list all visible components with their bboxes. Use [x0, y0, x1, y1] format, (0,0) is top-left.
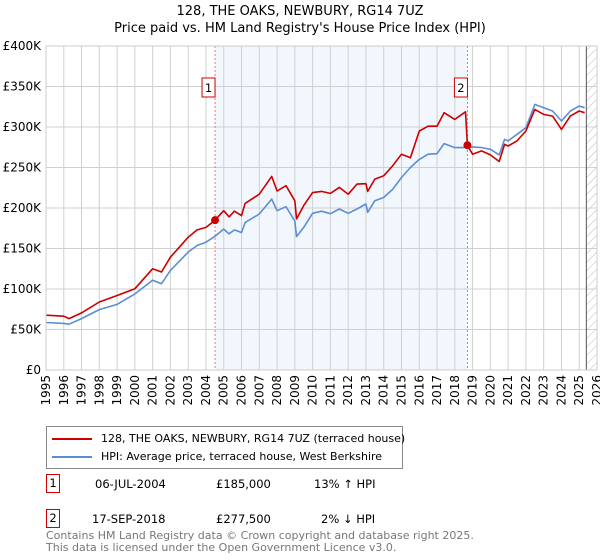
sale-label-1: 1	[201, 77, 216, 98]
plot-area: 1995 1996 1997 1998 1999 2000 2001 2002 2003 2004…	[3, 39, 600, 406]
y-tick-label: £200K	[3, 201, 43, 215]
legend-item-property: 128, THE OAKS, NEWBURY, RG14 7UZ (terrac…	[52, 432, 405, 445]
y-tick-label: £300K	[3, 120, 43, 134]
plot-border	[45, 45, 598, 371]
transaction-date: 17-SEP-2018	[92, 512, 166, 526]
sale-point	[211, 216, 220, 225]
legend: 128, THE OAKS, NEWBURY, RG14 7UZ (terrac…	[46, 426, 405, 469]
x-tick-label: 2004	[199, 375, 213, 406]
sale-label-box	[201, 77, 216, 98]
chart-title: 128, THE OAKS, NEWBURY, RG14 7UZ	[176, 4, 424, 19]
x-tick-label: 2007	[252, 375, 266, 406]
chart-subtitle: Price paid vs. HM Land Registry's House …	[114, 21, 486, 36]
x-tick-label: 2019	[466, 375, 480, 406]
x-tick-label: 2006	[235, 375, 249, 406]
price-paid-line	[45, 108, 585, 320]
legend-swatch-red	[52, 437, 92, 440]
legend-label: 128, THE OAKS, NEWBURY, RG14 7UZ (terrac…	[101, 432, 406, 445]
footer-line: Contains HM Land Registry data © Crown c…	[46, 529, 474, 542]
x-tick-label: 2020	[483, 375, 497, 406]
x-tick-label: 1997	[75, 375, 89, 406]
x-tick-label: 2026	[590, 375, 600, 406]
legend-label: HPI: Average price, terraced house, West…	[101, 450, 383, 463]
transaction-hpi: 13% ↑ HPI	[314, 477, 376, 491]
x-tick-label: 2003	[181, 375, 195, 406]
transaction-price: £185,000	[216, 477, 271, 491]
x-tick-label: 2018	[448, 375, 462, 406]
x-tick-label: 2000	[128, 375, 142, 406]
x-tick-label: 2023	[537, 375, 551, 406]
x-tick-label: 2002	[163, 375, 177, 406]
footer-attribution: Contains HM Land Registry data © Crown c…	[46, 530, 474, 554]
transaction-price: £277,500	[216, 512, 271, 526]
x-tick-label: 2008	[270, 375, 284, 406]
x-tick-label: 1995	[39, 375, 53, 406]
x-tick-label: 2014	[377, 375, 391, 406]
y-tick-label: £250K	[3, 161, 43, 175]
sale-label-text: 1	[205, 81, 212, 95]
x-tick-label: 2022	[519, 375, 533, 406]
legend-item-hpi: HPI: Average price, terraced house, West…	[52, 450, 382, 463]
sale-label-2: 2	[453, 77, 468, 98]
x-tick-label: 2009	[288, 375, 302, 406]
x-tick-label: 2016	[412, 375, 426, 406]
legend-swatch-blue	[52, 455, 92, 458]
sale-point	[463, 141, 472, 150]
x-tick-label: 2013	[359, 375, 373, 406]
transaction-date: 06-JUL-2004	[95, 477, 166, 491]
x-tick-label: 2005	[217, 375, 231, 406]
x-tick-label: 2012	[341, 375, 355, 406]
x-tick-label: 2017	[430, 375, 444, 406]
y-tick-label: £400K	[3, 39, 43, 53]
x-tick-label: 2011	[323, 375, 337, 406]
transaction-hpi: 2% ↓ HPI	[321, 512, 376, 526]
x-tick-label: 2010	[306, 375, 320, 406]
x-tick-label: 2015	[394, 375, 408, 406]
y-tick-label: £100K	[3, 282, 43, 296]
sale-label-box	[453, 77, 468, 98]
x-tick-label: 2024	[554, 375, 568, 406]
y-tick-label: £50K	[10, 323, 42, 337]
transaction-marker: 2	[46, 509, 60, 528]
x-tick-label: 2021	[501, 375, 515, 406]
sale-label-text: 2	[457, 81, 464, 95]
hpi-line	[45, 103, 585, 326]
x-tick-label: 2001	[146, 375, 160, 406]
transaction-marker: 1	[46, 474, 60, 493]
y-tick-label: £150K	[3, 242, 43, 256]
x-tick-label: 1998	[92, 375, 106, 406]
footer-line: This data is licensed under the Open Gov…	[46, 541, 397, 554]
x-tick-label: 1999	[110, 375, 124, 406]
y-tick-label: £0	[26, 363, 41, 377]
x-tick-label: 1996	[57, 375, 71, 406]
y-tick-label: £350K	[3, 80, 43, 94]
x-tick-label: 2025	[572, 375, 586, 406]
